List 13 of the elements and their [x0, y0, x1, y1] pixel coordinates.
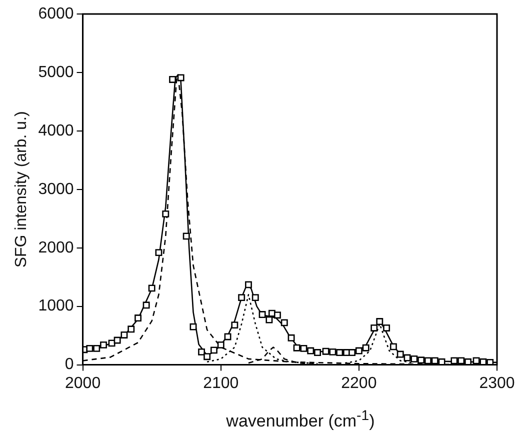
y-tick-label: 0 [64, 356, 74, 374]
x-tick-label: 2300 [479, 374, 515, 392]
y-tick-label: 6000 [38, 5, 74, 22]
x-tick-label: 2100 [203, 374, 239, 392]
x-tick-label: 2200 [341, 374, 377, 392]
y-tick-label: 1000 [38, 298, 74, 315]
y-tick-label: 5000 [38, 64, 74, 81]
y-tick-label: 4000 [38, 122, 74, 140]
y-axis-title: SFG intensity (arb. u.) [13, 111, 30, 268]
x-tick-label: 2000 [64, 374, 101, 392]
y-tick-label: 3000 [38, 180, 74, 198]
x-axis-title: wavenumber (cm$^{-1}$) [225, 408, 376, 432]
y-tick-label: 2000 [38, 239, 74, 256]
